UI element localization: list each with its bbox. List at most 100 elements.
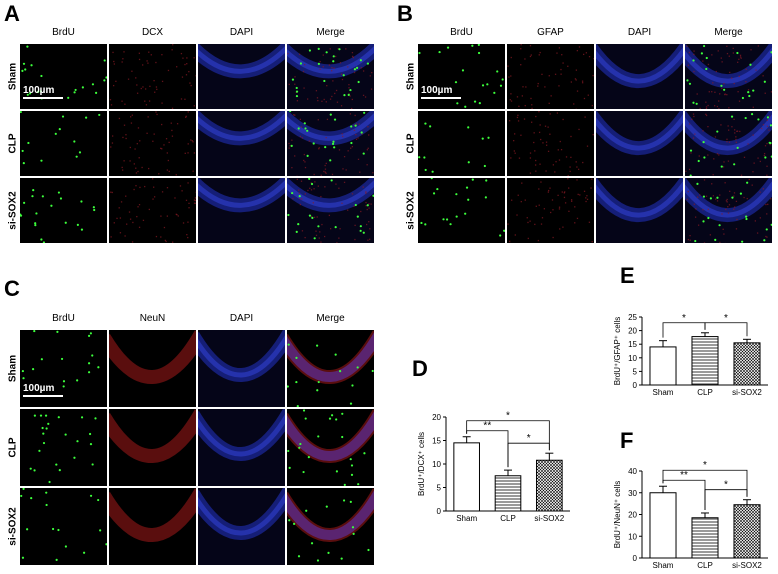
micrograph-c-clp-dapi xyxy=(198,409,285,486)
y-tick-label: 25 xyxy=(628,313,637,322)
significance-label: * xyxy=(506,411,510,422)
bar-clp xyxy=(691,517,719,559)
micrograph-b-si-sox2-merge xyxy=(685,178,772,243)
bar-si-sox2 xyxy=(733,342,761,386)
y-tick-label: 30 xyxy=(628,489,637,498)
row-label-sham: Sham xyxy=(7,354,19,382)
micrograph-a-si-sox2-brdu xyxy=(20,178,107,243)
micrograph-c-si-sox2-merge xyxy=(287,488,374,565)
x-tick-label: CLP xyxy=(697,388,713,397)
significance-bracket xyxy=(704,489,748,510)
bar-si-sox2 xyxy=(733,504,761,559)
micrograph-a-sham-brdu xyxy=(20,44,107,109)
micrograph-b-si-sox2-brdu xyxy=(418,178,505,243)
y-tick-label: 20 xyxy=(628,327,637,336)
column-header-merge: Merge xyxy=(316,27,345,38)
significance-label: * xyxy=(724,480,728,491)
column-header-merge: Merge xyxy=(316,313,345,324)
x-tick-label: si-SOX2 xyxy=(732,561,762,570)
significance-bracket xyxy=(507,442,550,468)
column-header-merge: Merge xyxy=(714,27,743,38)
x-tick-label: si-SOX2 xyxy=(534,514,564,523)
column-header-dapi: DAPI xyxy=(229,313,254,324)
row-label-clp: CLP xyxy=(7,437,19,457)
micrograph-c-clp-merge xyxy=(287,409,374,486)
micrograph-b-sham-merge xyxy=(685,44,772,109)
y-tick-label: 0 xyxy=(633,554,638,563)
significance-bracket xyxy=(662,469,748,497)
bar-si-sox2 xyxy=(536,459,563,512)
y-tick-label: 5 xyxy=(437,484,442,493)
bar-sham xyxy=(453,442,480,512)
micrograph-c-clp-neun xyxy=(109,409,196,486)
micrograph-c-si-sox2-brdu xyxy=(20,488,107,565)
significance-label: ** xyxy=(483,421,491,432)
x-tick-label: CLP xyxy=(500,514,516,523)
column-header-dapi: DAPI xyxy=(627,27,652,38)
row-label-si-sox2: si-SOX2 xyxy=(405,190,417,230)
x-tick-label: si-SOX2 xyxy=(732,388,762,397)
micrograph-b-si-sox2-dapi xyxy=(596,178,683,243)
micrograph-c-si-sox2-neun xyxy=(109,488,196,565)
scale-bar-c: 100µm xyxy=(23,383,63,397)
micrograph-a-si-sox2-dcx xyxy=(109,178,196,243)
micrograph-b-si-sox2-gfap xyxy=(507,178,594,243)
row-label-si-sox2: si-SOX2 xyxy=(7,190,19,230)
micrograph-a-clp-merge xyxy=(287,111,374,176)
column-header-brdu: BrdU xyxy=(450,27,473,38)
micrograph-a-sham-dapi xyxy=(198,44,285,109)
micrograph-b-sham-brdu xyxy=(418,44,505,109)
panel-label-b: B xyxy=(397,1,413,26)
micrograph-b-clp-brdu xyxy=(418,111,505,176)
x-tick-label: Sham xyxy=(456,514,477,523)
micrograph-c-sham-dapi xyxy=(198,330,285,407)
x-tick-label: Sham xyxy=(653,561,674,570)
y-tick-label: 20 xyxy=(432,413,441,422)
panel-label-e: E xyxy=(620,263,635,288)
significance-bracket xyxy=(662,322,706,338)
y-axis-label: BrdU⁺/DCX⁺ cells xyxy=(417,432,426,496)
bar-sham xyxy=(649,492,677,559)
panel-label-c: C xyxy=(4,276,20,301)
micrograph-a-clp-dcx xyxy=(109,111,196,176)
column-header-brdu: BrdU xyxy=(52,313,75,324)
micrograph-b-clp-gfap xyxy=(507,111,594,176)
y-axis-label: BrdU⁺/NeuN⁺ cells xyxy=(613,481,622,549)
micrograph-c-sham-neun xyxy=(109,330,196,407)
micrograph-c-si-sox2-dapi xyxy=(198,488,285,565)
significance-label: * xyxy=(724,313,728,324)
micrograph-b-clp-merge xyxy=(685,111,772,176)
y-tick-label: 10 xyxy=(628,354,637,363)
significance-label: * xyxy=(703,460,707,471)
micrograph-b-sham-gfap xyxy=(507,44,594,109)
significance-bracket xyxy=(466,420,550,451)
micrograph-a-si-sox2-merge xyxy=(287,178,374,243)
micrograph-a-si-sox2-dapi xyxy=(198,178,285,243)
y-axis-label: BrdU⁺/GFAP⁺ cells xyxy=(613,317,622,385)
micrograph-a-sham-merge xyxy=(287,44,374,109)
column-header-dapi: DAPI xyxy=(229,27,254,38)
y-tick-label: 20 xyxy=(628,511,637,520)
column-header-dcx: DCX xyxy=(141,27,164,38)
column-header-brdu: BrdU xyxy=(52,27,75,38)
y-tick-label: 15 xyxy=(432,437,441,446)
y-tick-label: 0 xyxy=(633,381,638,390)
micrograph-a-sham-dcx xyxy=(109,44,196,109)
micrograph-a-clp-brdu xyxy=(20,111,107,176)
row-label-sham: Sham xyxy=(7,62,19,90)
panel-label-f: F xyxy=(620,428,634,453)
micrograph-b-sham-dapi xyxy=(596,44,683,109)
bar-clp xyxy=(691,336,719,386)
significance-label: * xyxy=(527,433,531,444)
y-tick-label: 15 xyxy=(628,340,637,349)
y-tick-label: 0 xyxy=(437,507,442,516)
significance-label: ** xyxy=(680,470,688,481)
significance-bracket xyxy=(704,322,748,337)
row-label-clp: CLP xyxy=(405,133,417,153)
bar-clp xyxy=(494,475,522,512)
y-tick-label: 10 xyxy=(432,460,441,469)
row-label-sham: Sham xyxy=(405,62,417,90)
bar-chart-e: 0 5 10 15 20 25 BrdU⁺/GFAP⁺ cells Sham CLP si-SOX… xyxy=(613,313,768,397)
micrograph-b-clp-dapi xyxy=(596,111,683,176)
